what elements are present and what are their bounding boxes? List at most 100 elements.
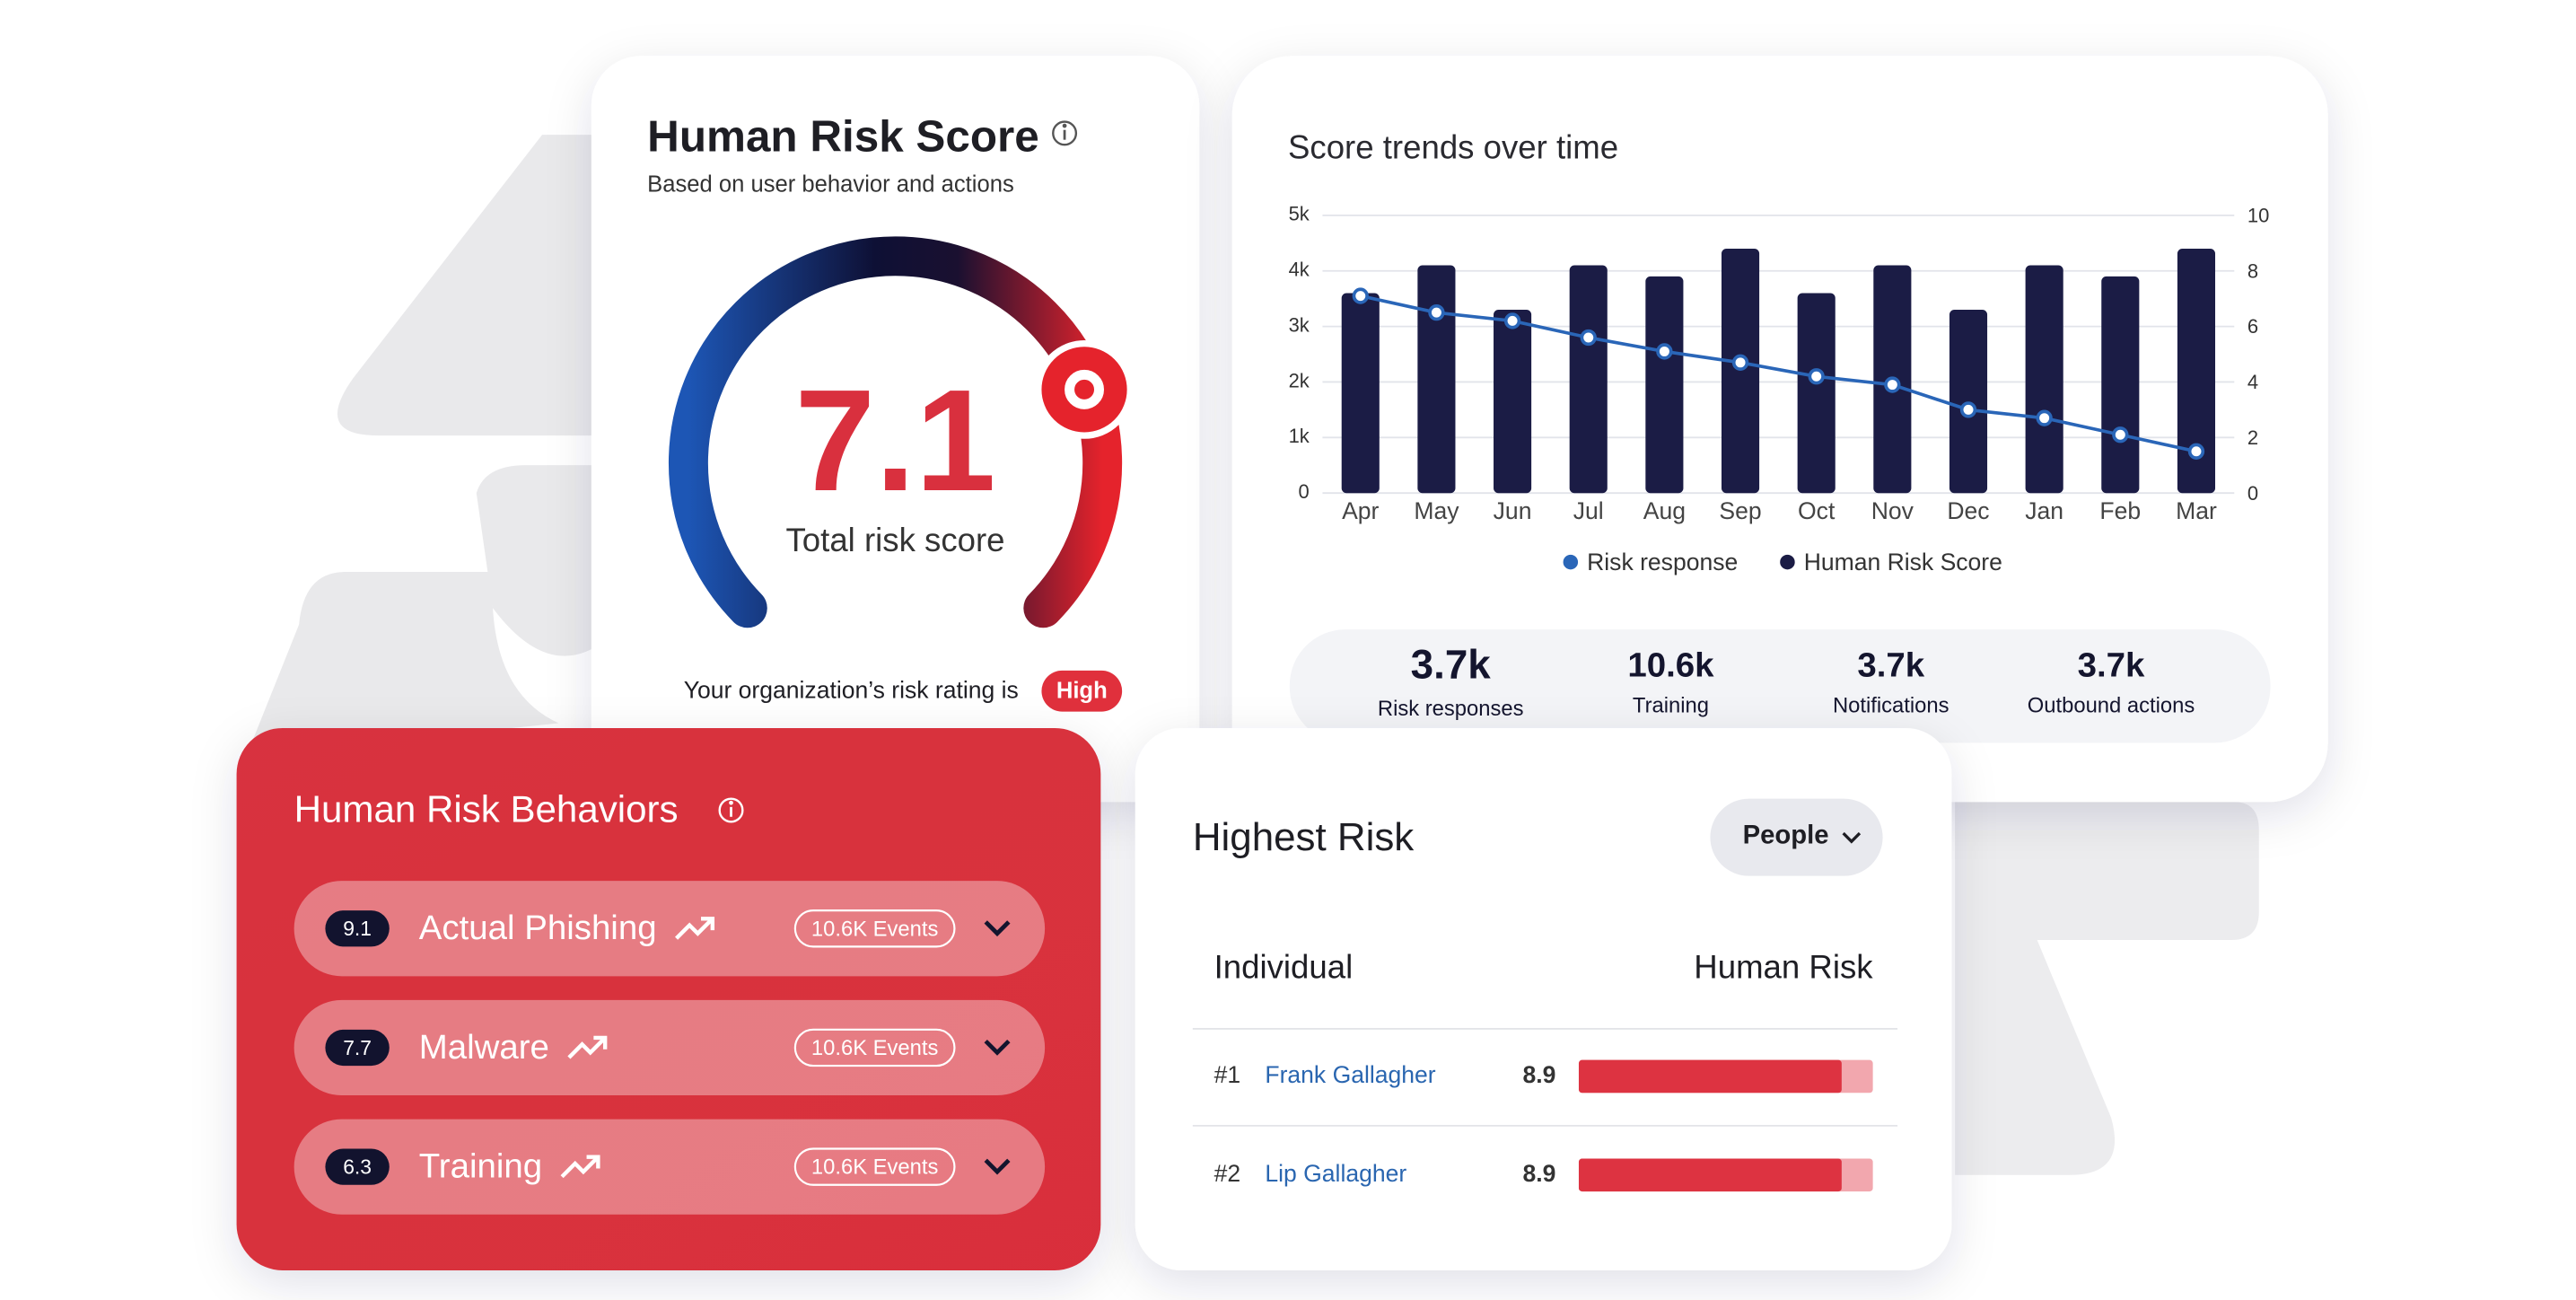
column-header: Individual [1214,949,1354,986]
line-point [1503,312,1521,329]
y-tick-label: 3k [1289,313,1310,336]
behavior-row[interactable] [294,881,1046,977]
events-pill [793,1147,956,1186]
behavior-name: Training [419,1147,542,1186]
behavior-list: 9.1 Actual Phishing 10.6K Events 7.7 Malware… [294,881,1046,1215]
stat-value: 3.7k [1411,641,1492,687]
events: 10.6K Events [811,1155,939,1180]
events-pill [793,909,956,948]
line-point [1884,376,1901,393]
behavior-row[interactable] [294,999,1046,1096]
y-tick-label: 4k [1289,259,1310,281]
line-point [1808,368,1825,385]
behavior-name: Malware [419,1028,549,1067]
line-point [1959,401,1977,418]
events-pill [793,1028,956,1067]
behaviors-title: Human Risk Behaviors [294,787,679,830]
behavior-name: Actual Phishing [419,909,657,947]
stat-label: Training [1633,693,1709,717]
y-tick-label: 1k [1289,425,1310,447]
risk-bar-fill [1578,1059,1842,1094]
legend-label: Risk response [1587,549,1738,575]
expand-chevron[interactable] [984,1039,1011,1056]
score-badge [325,1148,390,1185]
x-tick-label: Jul [1573,497,1604,524]
risk-bar-fill [1578,1158,1842,1192]
line [1360,294,2197,453]
rating-pill [1041,670,1123,712]
background-shapes [246,135,2259,1175]
person-name[interactable]: Frank Gallagher [1265,1061,1435,1088]
stat-value: 3.7k [1857,646,1924,684]
risk-score: 8.9 [1522,1160,1555,1187]
x-tick-label: Feb [2099,497,2141,524]
trend-chart: 0 1k 2k 3k 4k 5k 0 2 4 6 8 10 Apr May Jun Jul Aug Sep Oct N… [1289,203,2270,575]
x-tick-label: Aug [1643,497,1686,524]
trend-icon [560,1155,600,1179]
risk-rows: #1 Frank Gallagher 8.9 #2 Lip Gallagher 8.9 [1192,1059,1898,1192]
x-tick-label: Mar [2176,497,2217,524]
stats: 3.7k Risk responses 10.6k Training 3.7k Notif… [1378,641,2195,721]
behaviors-card [236,727,1101,1270]
x-tick-label: May [1414,497,1459,524]
highest-risk-title: Highest Risk [1193,815,1415,859]
stat-value: 3.7k [2078,646,2145,684]
stat-label: Outbound actions [2028,693,2195,717]
line-point [1731,354,1749,371]
rank: #1 [1214,1061,1241,1088]
x-tick-label: Jun [1494,497,1532,524]
y2-tick-label: 2 [2247,426,2258,449]
score-value: 7.1 [795,360,996,522]
column-header: Human Risk [1694,949,1873,986]
x-tick-label: Dec [1947,497,1989,524]
y-tick-label: 2k [1289,369,1310,391]
expand-chevron[interactable] [984,920,1011,937]
trend-icon [675,917,714,940]
legend-swatch [1780,554,1795,570]
behavior-score: 6.3 [343,1155,372,1179]
gauge-knob [1035,339,1134,439]
line-point [1428,303,1445,321]
bar [1569,265,1608,494]
bar [1721,248,1760,494]
x-tick-label: Oct [1798,497,1836,524]
person-name[interactable]: Lip Gallagher [1265,1160,1406,1187]
trend-icon [567,1036,607,1059]
filter-label[interactable]: People [1743,820,1829,849]
score-label: Total risk score [786,522,1005,558]
stat-label: Notifications [1833,693,1950,717]
trend-card [1231,56,2328,803]
x-tick-label: Jan [2025,497,2063,524]
line-point [1580,329,1597,347]
rating-text: Your organization’s risk rating is [684,677,1019,704]
filter-dropdown[interactable] [1710,798,1883,876]
score-subtitle: Based on user behavior and actions [647,172,1014,198]
line-point [1352,287,1369,304]
trend-icon-head [701,917,715,931]
stat-label: Risk responses [1378,697,1524,721]
gauge-arc [668,236,1123,628]
line-point [2036,409,2053,426]
score-badge [325,1029,390,1067]
behavior-score: 7.7 [343,1036,372,1059]
score-badge [325,910,390,947]
info-icon [718,797,744,823]
behavior-score: 9.1 [343,917,372,940]
expand-chevron[interactable] [984,1158,1011,1175]
y-tick-label: 5k [1289,203,1310,225]
bar [2101,276,2140,494]
score-title: Human Risk Score [647,112,1039,162]
bar [1417,265,1456,494]
y2-tick-label: 8 [2247,259,2258,282]
y2-tick-label: 4 [2247,371,2258,393]
y2-tick-label: 10 [2247,204,2269,226]
x-tick-label: Nov [1871,497,1914,524]
bar [1341,293,1380,494]
behavior-row[interactable] [294,1119,1046,1215]
events: 10.6K Events [811,917,939,941]
rating: High [1056,678,1108,703]
legend-label: Human Risk Score [1804,549,2002,575]
trend-icon-head [586,1155,600,1169]
